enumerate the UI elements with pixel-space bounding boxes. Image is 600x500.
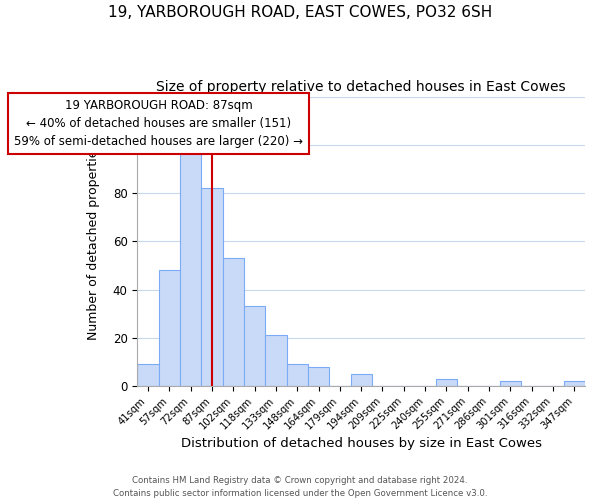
Bar bbox=[180, 145, 202, 386]
Bar bbox=[244, 306, 265, 386]
Bar bbox=[265, 336, 287, 386]
Bar bbox=[563, 382, 585, 386]
Bar bbox=[287, 364, 308, 386]
Bar bbox=[436, 379, 457, 386]
X-axis label: Distribution of detached houses by size in East Cowes: Distribution of detached houses by size … bbox=[181, 437, 542, 450]
Bar bbox=[350, 374, 372, 386]
Bar bbox=[202, 188, 223, 386]
Text: 19, YARBOROUGH ROAD, EAST COWES, PO32 6SH: 19, YARBOROUGH ROAD, EAST COWES, PO32 6S… bbox=[108, 5, 492, 20]
Bar bbox=[500, 382, 521, 386]
Bar bbox=[137, 364, 158, 386]
Y-axis label: Number of detached properties: Number of detached properties bbox=[87, 143, 100, 340]
Text: Contains HM Land Registry data © Crown copyright and database right 2024.
Contai: Contains HM Land Registry data © Crown c… bbox=[113, 476, 487, 498]
Text: 19 YARBOROUGH ROAD: 87sqm
← 40% of detached houses are smaller (151)
59% of semi: 19 YARBOROUGH ROAD: 87sqm ← 40% of detac… bbox=[14, 99, 303, 148]
Title: Size of property relative to detached houses in East Cowes: Size of property relative to detached ho… bbox=[157, 80, 566, 94]
Bar bbox=[308, 367, 329, 386]
Bar bbox=[158, 270, 180, 386]
Bar bbox=[223, 258, 244, 386]
